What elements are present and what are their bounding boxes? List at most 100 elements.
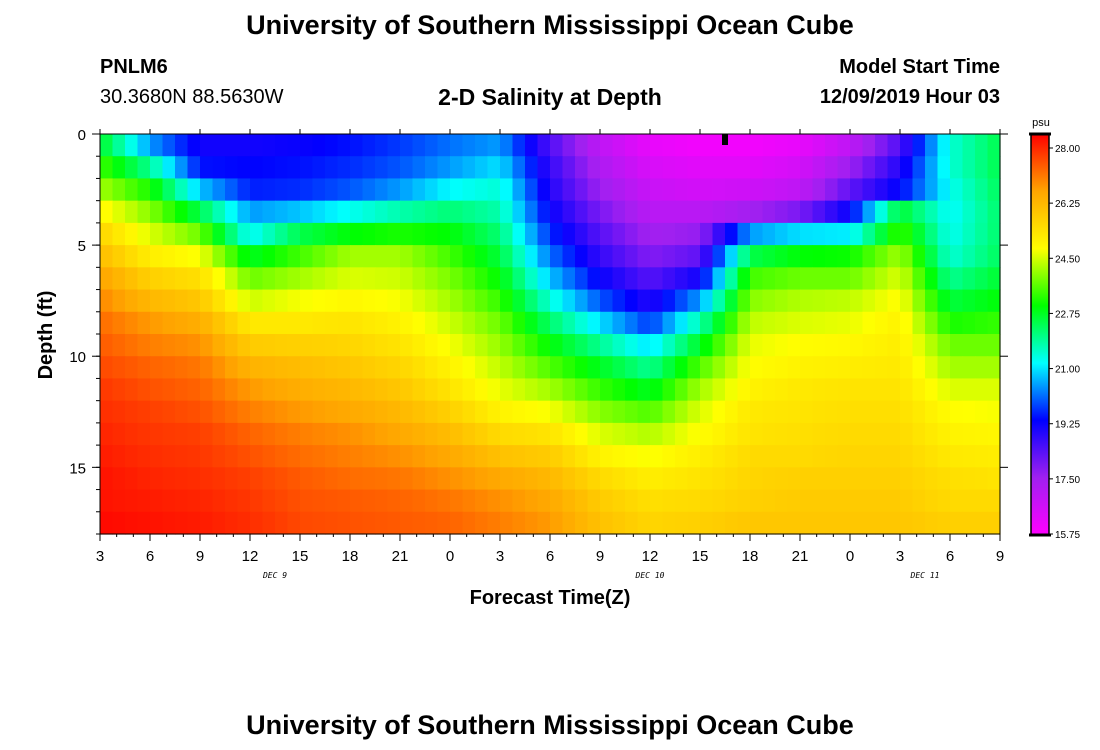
heatmap-cell [975,311,989,335]
heatmap-cell [325,222,339,246]
heatmap-cell [450,400,464,424]
heatmap-cell [537,511,551,535]
heatmap-cell [587,511,601,535]
heatmap-cell [625,311,639,335]
heatmap-cell [775,245,789,268]
heatmap-cell [237,334,251,357]
heatmap-cell [937,334,951,357]
heatmap-cell [525,334,539,357]
heatmap-cell [762,267,776,291]
heatmap-cell [362,289,376,313]
heatmap-cell [675,289,689,313]
heatmap-cell [350,400,364,424]
heatmap-cell [600,178,614,202]
heatmap-cell [262,356,276,380]
heatmap-cell [750,200,764,224]
heatmap-cell [900,134,914,157]
heatmap-cell [287,467,301,491]
heatmap-cell [275,467,289,491]
heatmap-cell [400,467,414,491]
heatmap-cell [975,445,989,468]
heatmap-cell [137,378,151,402]
heatmap-cell [225,378,239,402]
heatmap-cell [237,445,251,468]
heatmap-cell [562,311,576,335]
heatmap-cell [937,445,951,468]
heatmap-cell [337,356,351,380]
heatmap-cell [687,200,701,224]
heatmap-cell [712,334,726,357]
heatmap-cell [862,467,876,491]
heatmap-cell [312,445,326,468]
heatmap-cell [600,422,614,446]
heatmap-cell [737,467,751,491]
heatmap-cell [775,178,789,202]
heatmap-cell [250,245,264,268]
x-tick-label: 6 [146,548,154,565]
heatmap-cell [600,489,614,513]
heatmap-cell [250,489,264,513]
heatmap-cell [462,445,476,468]
heatmap-cell [675,356,689,380]
heatmap-cell [225,400,239,424]
heatmap-cell [362,134,376,157]
heatmap-cell [887,289,901,313]
heatmap-cell [575,311,589,335]
heatmap-cell [650,311,664,335]
heatmap-cell [275,311,289,335]
heatmap-cell [175,422,189,446]
current-time-marker [722,134,728,145]
x-tick-label: 3 [896,548,904,565]
heatmap-cell [225,267,239,291]
heatmap-cell [987,511,1001,535]
heatmap-cell [687,245,701,268]
heatmap-cell [662,222,676,246]
heatmap-cell [500,311,514,335]
heatmap-cell [375,467,389,491]
colorbar-tick-label: 17.50 [1055,475,1080,486]
heatmap-cell [150,445,164,468]
heatmap-cell [350,289,364,313]
y-axis-label: Depth (ft) [35,291,57,380]
heatmap-cell [850,511,864,535]
heatmap-cell [887,222,901,246]
heatmap-cell [975,467,989,491]
heatmap-cell [962,511,976,535]
heatmap-cell [212,422,226,446]
heatmap-cell [100,156,114,180]
heatmap-cell [487,178,501,202]
heatmap-cell [212,356,226,380]
station-coordinates: 30.3680N 88.5630W [100,86,284,108]
heatmap-cell [712,445,726,468]
heatmap-cell [700,178,714,202]
heatmap-cell [887,267,901,291]
heatmap-cell [562,467,576,491]
heatmap-cell [225,334,239,357]
heatmap-cell [575,400,589,424]
x-tick-label: 15 [292,548,309,565]
heatmap-cell [487,311,501,335]
heatmap-cell [262,267,276,291]
heatmap-cell [900,245,914,268]
heatmap-cell [962,289,976,313]
heatmap-cell [112,289,126,313]
heatmap-cell [837,511,851,535]
heatmap-cell [800,400,814,424]
heatmap-cell [925,422,939,446]
heatmap-cell [575,245,589,268]
heatmap-cell [537,334,551,357]
heatmap-cell [787,511,801,535]
heatmap-cell [825,400,839,424]
heatmap-cell [925,245,939,268]
heatmap-cell [237,267,251,291]
heatmap-cell [362,200,376,224]
heatmap-cell [725,289,739,313]
heatmap-cell [250,289,264,313]
heatmap-cell [150,245,164,268]
heatmap-cell [162,511,176,535]
heatmap-cell [462,311,476,335]
heatmap-cell [575,200,589,224]
heatmap-cell [562,134,576,157]
heatmap-cell [637,200,651,224]
heatmap-cell [287,489,301,513]
